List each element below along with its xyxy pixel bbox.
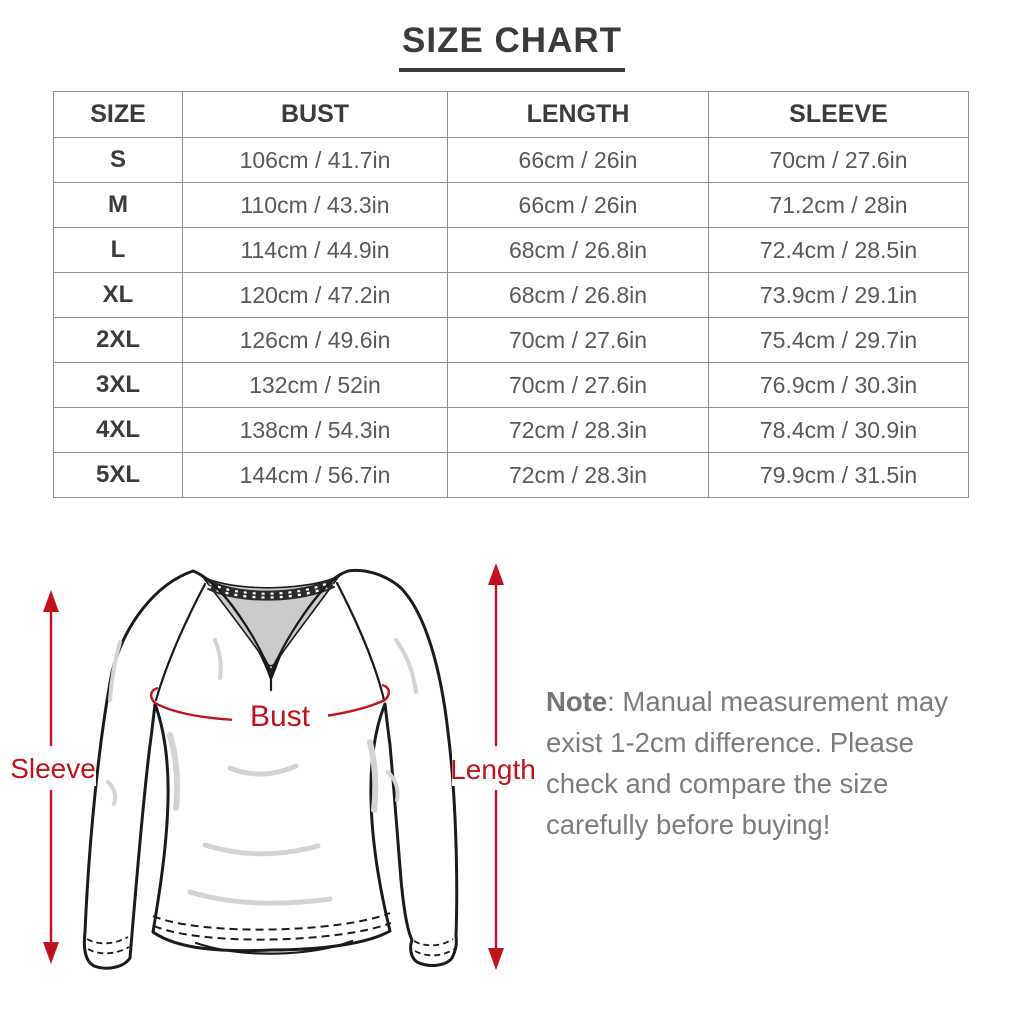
sleeve-cell: 79.9cm / 31.5in <box>708 452 969 498</box>
wrinkle <box>227 763 299 777</box>
collar-tape-midline <box>208 582 334 597</box>
bust-cell: 110cm / 43.3in <box>182 182 448 228</box>
table-row: 3XL 132cm / 52in 70cm / 27.6in 76.9cm / … <box>53 362 969 408</box>
size-cell: M <box>53 182 183 228</box>
sleeve-label-bg <box>10 748 96 786</box>
bust-cell: 126cm / 49.6in <box>182 317 448 363</box>
length-cell: 68cm / 26.8in <box>447 227 709 273</box>
bust-label-bg <box>232 698 328 732</box>
size-cell: L <box>53 227 183 273</box>
wrinkle <box>394 638 418 694</box>
col-header-sleeve: SLEEVE <box>708 91 969 138</box>
length-cell: 70cm / 27.6in <box>447 362 709 408</box>
sleeve-cell: 70cm / 27.6in <box>708 137 969 183</box>
size-cell: XL <box>53 272 183 318</box>
length-cell: 68cm / 26.8in <box>447 272 709 318</box>
note-body: : Manual measurement may exist 1-2cm dif… <box>546 686 948 840</box>
shirt-measurement-diagram: Sleeve Length Bust <box>10 563 536 970</box>
cuff-stitch <box>413 938 454 947</box>
table-row: XL 120cm / 47.2in 68cm / 26.8in 73.9cm /… <box>53 272 969 318</box>
sleeve-label: Sleeve <box>10 753 96 784</box>
length-cell: 66cm / 26in <box>447 182 709 228</box>
hem-stitch-top <box>152 912 391 931</box>
sleeve-arrowhead-down <box>43 942 59 964</box>
length-cell: 70cm / 27.6in <box>447 317 709 363</box>
size-cell: 4XL <box>53 407 183 453</box>
wrinkle <box>108 640 122 702</box>
bust-arc-hook-right <box>381 683 390 701</box>
cuff-stitch <box>414 948 455 957</box>
size-chart-table: SIZE BUST LENGTH SLEEVE S 106cm / 41.7in… <box>53 91 969 498</box>
sleeve-cell: 76.9cm / 30.3in <box>708 362 969 408</box>
size-cell: S <box>53 137 183 183</box>
col-header-size: SIZE <box>53 91 183 138</box>
note-text: Note: Manual measurement may exist 1-2cm… <box>546 681 960 845</box>
bust-cell: 114cm / 44.9in <box>182 227 448 273</box>
length-arrowhead-up <box>488 563 504 585</box>
bust-cell: 120cm / 47.2in <box>182 272 448 318</box>
table-header-row: SIZE BUST LENGTH SLEEVE <box>53 91 969 138</box>
wrinkle <box>106 780 118 806</box>
sleeve-cell: 71.2cm / 28in <box>708 182 969 228</box>
hem-fold <box>194 939 354 955</box>
note-label: Note <box>546 686 608 717</box>
length-cell: 66cm / 26in <box>447 137 709 183</box>
size-cell: 2XL <box>53 317 183 363</box>
table-row: 4XL 138cm / 54.3in 72cm / 28.3in 78.4cm … <box>53 407 969 453</box>
wrinkle <box>202 842 321 857</box>
raglan-seam-right <box>335 581 386 702</box>
collar-band-stitch <box>198 572 344 672</box>
cuff-stitch <box>87 946 130 955</box>
sleeve-cell: 72.4cm / 28.5in <box>708 227 969 273</box>
sleeve-cell: 78.4cm / 30.9in <box>708 407 969 453</box>
wrinkle <box>213 638 223 680</box>
cuff-stitch <box>86 936 129 945</box>
table-row: S 106cm / 41.7in 66cm / 26in 70cm / 27.6… <box>53 137 969 183</box>
size-cell: 3XL <box>53 362 183 408</box>
size-cell: 5XL <box>53 452 183 498</box>
bust-cell: 106cm / 41.7in <box>182 137 448 183</box>
shirt-outline <box>82 568 459 970</box>
bust-label: Bust <box>250 700 311 733</box>
length-label-bg <box>452 748 536 786</box>
sleeve-cell: 73.9cm / 29.1in <box>708 272 969 318</box>
bust-cell: 132cm / 52in <box>182 362 448 408</box>
raglan-seam-left <box>154 582 207 702</box>
wrinkle <box>187 889 333 906</box>
wrinkle <box>367 739 379 813</box>
sleeve-arrowhead-up <box>43 590 59 612</box>
hem-stitch-bottom <box>153 922 392 941</box>
wrinkle <box>386 770 400 802</box>
sleeve-cell: 75.4cm / 29.7in <box>708 317 969 363</box>
bust-cell: 144cm / 56.7in <box>182 452 448 498</box>
length-label: Length <box>450 754 536 785</box>
table-row: M 110cm / 43.3in 66cm / 26in 71.2cm / 28… <box>53 182 969 228</box>
bust-arc-hook-left <box>150 686 159 704</box>
length-cell: 72cm / 28.3in <box>447 452 709 498</box>
col-header-bust: BUST <box>182 91 448 138</box>
title-wrap: SIZE CHART <box>0 21 1024 72</box>
page-title: SIZE CHART <box>399 21 625 72</box>
length-cell: 72cm / 28.3in <box>447 407 709 453</box>
col-header-length: LENGTH <box>447 91 709 138</box>
table-row: 5XL 144cm / 56.7in 72cm / 28.3in 79.9cm … <box>53 452 969 498</box>
table-row: 2XL 126cm / 49.6in 70cm / 27.6in 75.4cm … <box>53 317 969 363</box>
table-row: L 114cm / 44.9in 68cm / 26.8in 72.4cm / … <box>53 227 969 273</box>
wrinkle <box>167 732 181 811</box>
length-arrowhead-down <box>488 948 504 970</box>
bust-cell: 138cm / 54.3in <box>182 407 448 453</box>
